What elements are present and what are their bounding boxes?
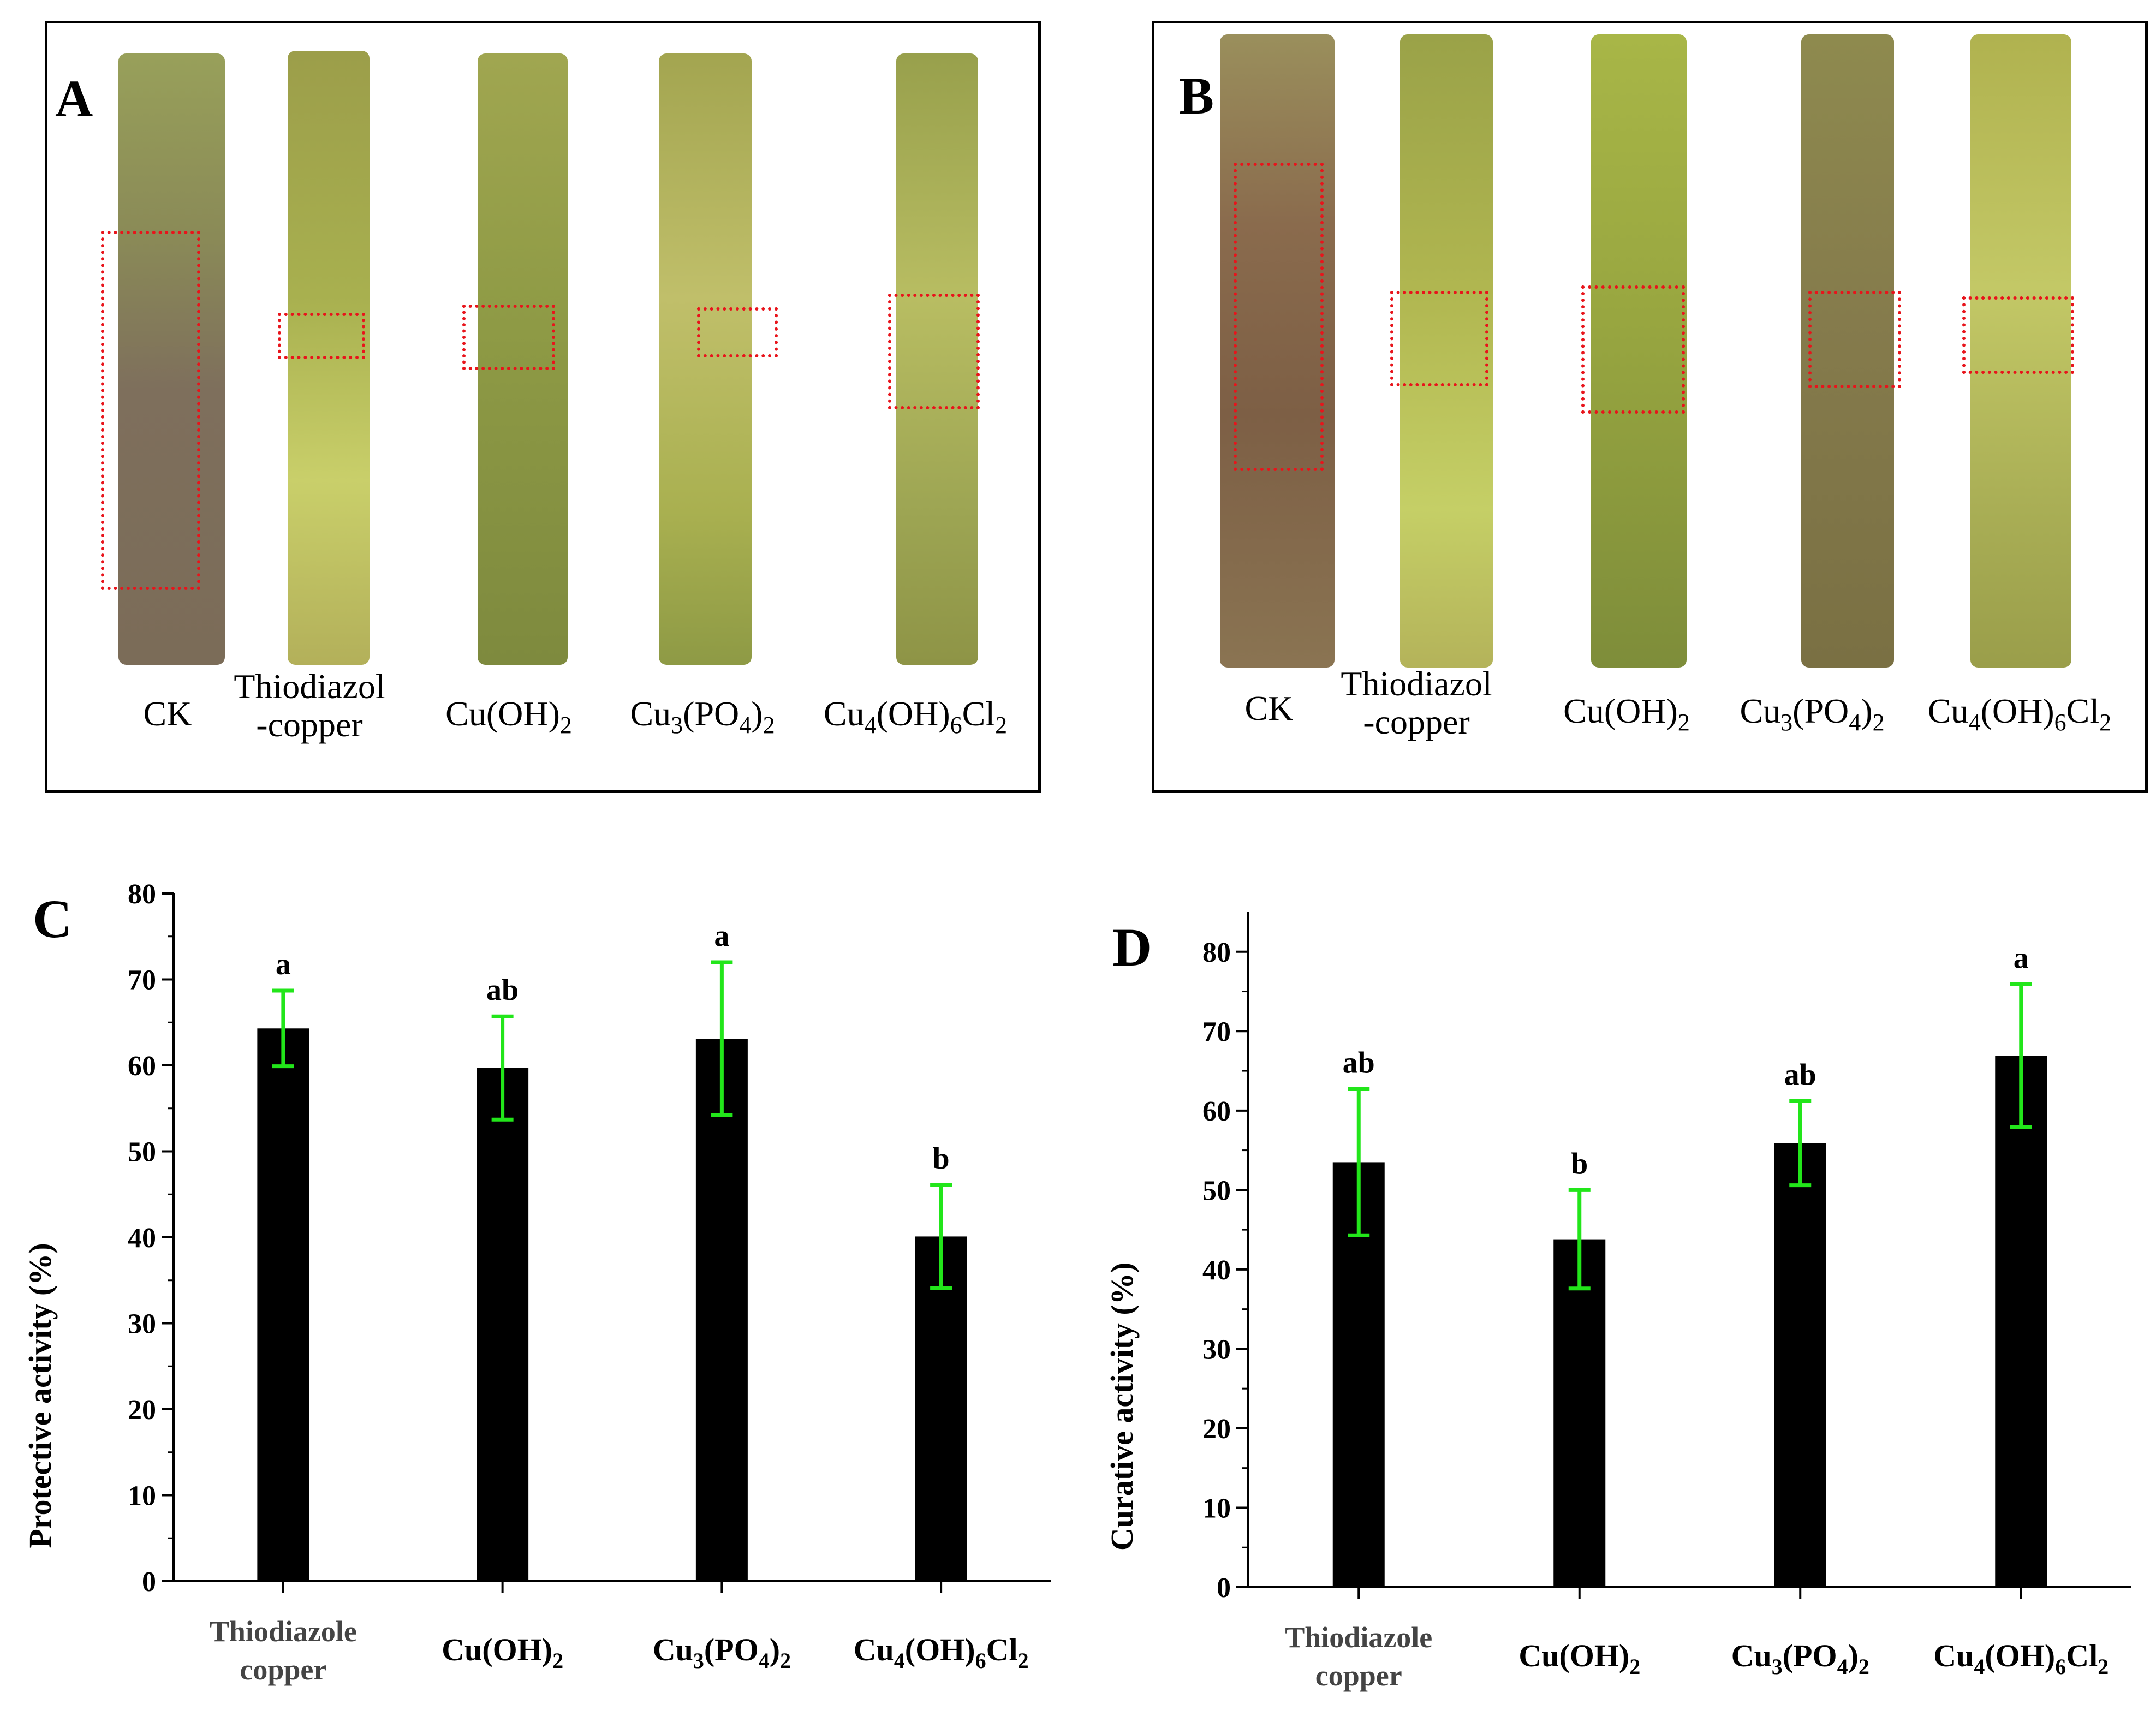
- y-tick-label: 30: [1202, 1334, 1231, 1365]
- significance-label: b: [933, 1142, 950, 1176]
- significance-label: a: [2014, 941, 2029, 975]
- lesion-box-a-thiodiazol-copper: [278, 313, 365, 359]
- y-tick-label: 10: [128, 1481, 156, 1512]
- y-tick-label: 40: [1202, 1255, 1231, 1286]
- label-a-ck: CK: [143, 694, 192, 733]
- stem-a-cu4oh6cl2: [896, 53, 978, 665]
- chart-c-plot-area: 01020304050607080aababThiodiazolecopperC…: [128, 879, 1051, 1686]
- y-tick-label: 20: [128, 1395, 156, 1426]
- significance-label: ab: [486, 973, 519, 1007]
- y-tick-label: 0: [142, 1566, 156, 1598]
- stem-b-ck: [1220, 34, 1335, 668]
- lesion-box-b-cu3po42: [1808, 291, 1901, 388]
- chart-d: D Curative activity (%) 0 10 20 30 40 50 60 70 8…: [1104, 912, 2131, 1692]
- lesion-box-b-cu4oh6cl2: [1962, 296, 2074, 374]
- chart-d-ylabel: Curative activity (%): [1104, 1262, 1140, 1551]
- y-tick-label: 10: [1202, 1493, 1231, 1524]
- y-tick-label: 60: [128, 1051, 156, 1082]
- x-tick-label: Cu3(PO4)2: [1731, 1638, 1869, 1679]
- chart-d-panel-letter: D: [1112, 917, 1152, 978]
- label-a-thiodiazol-copper: Thiodiazol -copper: [234, 667, 385, 744]
- x-tick-label: copper: [240, 1653, 326, 1686]
- x-tick-label: Cu(OH)2: [1518, 1638, 1640, 1679]
- stem-a-cu3po42: [659, 53, 752, 665]
- y-tick-label: 40: [128, 1223, 156, 1254]
- label-a-cu4oh6cl2: Cu4(OH)6Cl2: [823, 694, 1008, 738]
- significance-label: a: [276, 948, 291, 981]
- bar-4: [1995, 1056, 2047, 1587]
- lesion-box-a-cu3po42: [697, 307, 778, 357]
- stem-b-cuoh2: [1591, 34, 1687, 668]
- x-tick-label: copper: [1315, 1659, 1402, 1692]
- panel-a-letter: A: [55, 69, 93, 128]
- chart-c-panel-letter: C: [33, 889, 72, 949]
- lesion-box-a-cu4oh6cl2: [888, 294, 980, 409]
- lesion-box-a-ck: [101, 231, 200, 590]
- label-b-cu3po42: Cu3(PO4)2: [1740, 692, 1885, 736]
- label-a-cuoh2: Cu(OH)2: [445, 694, 572, 738]
- bar-2: [1553, 1239, 1606, 1587]
- y-tick-label: 20: [1202, 1414, 1231, 1445]
- y-tick-label: 80: [128, 879, 156, 910]
- lesion-box-b-cuoh2: [1581, 285, 1685, 414]
- label-b-ck: CK: [1244, 689, 1294, 728]
- y-tick-label: 70: [128, 965, 156, 996]
- label-a-cu3po42: Cu3(PO4)2: [630, 694, 775, 738]
- y-tick-label: 60: [1202, 1096, 1231, 1127]
- lesion-box-b-thiodiazol-copper: [1390, 291, 1488, 386]
- significance-label: ab: [1784, 1058, 1816, 1092]
- lesion-box-b-ck: [1234, 163, 1324, 471]
- stem-b-thiodiazol-copper: [1400, 34, 1493, 668]
- bar-3: [1774, 1143, 1826, 1587]
- significance-label: b: [1571, 1147, 1588, 1181]
- label-b-cu4oh6cl2: Cu4(OH)6Cl2: [1927, 692, 2112, 736]
- label-b-thiodiazol-copper: Thiodiazol -copper: [1341, 664, 1492, 742]
- stem-b-cu4oh6cl2: [1970, 34, 2071, 668]
- y-tick-label: 30: [128, 1309, 156, 1340]
- x-tick-label: Cu4(OH)6Cl2: [1933, 1638, 2109, 1679]
- x-tick-label: Cu4(OH)6Cl2: [854, 1632, 1029, 1673]
- bar-1: [257, 1028, 309, 1581]
- x-tick-label: Cu3(PO4)2: [653, 1632, 791, 1673]
- y-tick-label: 0: [1217, 1572, 1231, 1604]
- y-tick-label: 70: [1202, 1016, 1231, 1047]
- chart-d-plot-area: 0 10 20 30 40 50 60 70 80 ab b ab a Thiodiazole copper…: [1202, 912, 2131, 1692]
- panel-b-photo: B CK Thiodiazol -copper Cu(OH)2 Cu3(PO4)2…: [1152, 21, 2148, 793]
- chart-c: C Protective activity (%) 0 10 20 30 40 50 60 7…: [22, 879, 1051, 1686]
- panel-b-letter: B: [1179, 67, 1214, 125]
- x-tick-label: Thiodiazole: [210, 1615, 357, 1648]
- label-b-cuoh2: Cu(OH)2: [1563, 692, 1690, 736]
- x-tick-label: Cu(OH)2: [442, 1632, 563, 1673]
- bar-2: [477, 1068, 529, 1581]
- stem-a-ck: [118, 53, 225, 665]
- significance-label: a: [714, 919, 729, 953]
- lesion-box-a-cuoh2: [462, 305, 555, 370]
- chart-c-ylabel: Protective activity (%): [22, 1243, 58, 1548]
- x-tick-label: Thiodiazole: [1285, 1621, 1432, 1654]
- stem-b-cu3po42: [1801, 34, 1894, 668]
- panel-a-photo: A CK Thiodiazol -copper Cu(OH)2 Cu3(PO4)2…: [45, 21, 1041, 793]
- significance-label: ab: [1343, 1046, 1375, 1080]
- y-tick-label: 50: [1202, 1175, 1231, 1206]
- y-tick-label: 50: [128, 1137, 156, 1168]
- y-tick-label: 80: [1202, 937, 1231, 968]
- bar-4: [915, 1236, 967, 1581]
- bar-3: [695, 1039, 748, 1581]
